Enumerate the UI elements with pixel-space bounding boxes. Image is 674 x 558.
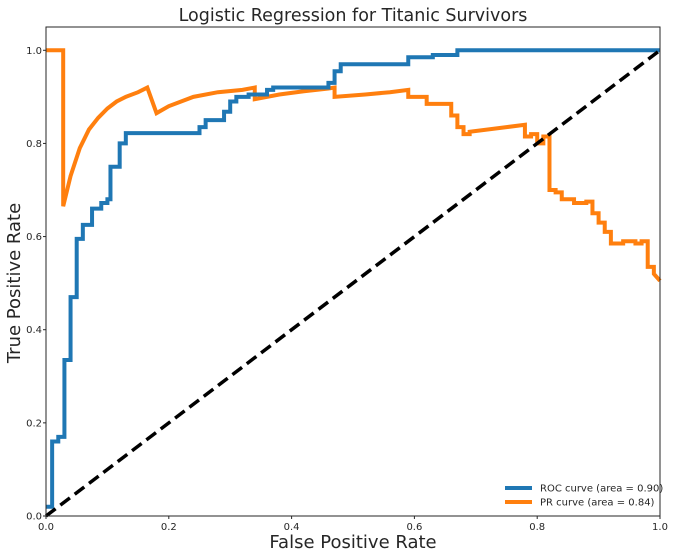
y-tick-label: 0.4 (26, 325, 42, 336)
x-tick-label: 0.8 (529, 522, 545, 533)
y-tick-label: 0.8 (26, 139, 42, 150)
chart-title: Logistic Regression for Titanic Survivor… (179, 6, 528, 26)
plot-area (44, 48, 662, 518)
x-tick-label: 0.0 (38, 522, 54, 533)
x-tick-label: 0.2 (161, 522, 177, 533)
y-tick-label: 1.0 (26, 46, 42, 57)
x-axis-label: False Positive Rate (269, 532, 436, 553)
x-tick-label: 0.4 (284, 522, 300, 533)
y-tick-label: 0.0 (26, 512, 42, 523)
y-axis-label: True Positive Rate (4, 203, 25, 364)
legend: ROC curve (area = 0.90) PR curve (area = … (505, 484, 663, 509)
x-tick-label: 0.6 (406, 522, 422, 533)
chance-diagonal-line (44, 48, 662, 518)
legend-pr-label: PR curve (area = 0.84) (540, 498, 655, 509)
y-tick-label: 0.2 (26, 418, 42, 429)
roc-curve-line (46, 48, 660, 509)
legend-roc-label: ROC curve (area = 0.90) (540, 484, 663, 495)
y-tick-label: 0.6 (26, 232, 42, 243)
x-tick-label: 1.0 (652, 522, 668, 533)
pr-curve-line (46, 48, 662, 283)
plot-frame (45, 26, 661, 517)
y-axis-ticks: 0.0 0.2 0.4 0.6 0.8 1.0 (26, 46, 46, 523)
